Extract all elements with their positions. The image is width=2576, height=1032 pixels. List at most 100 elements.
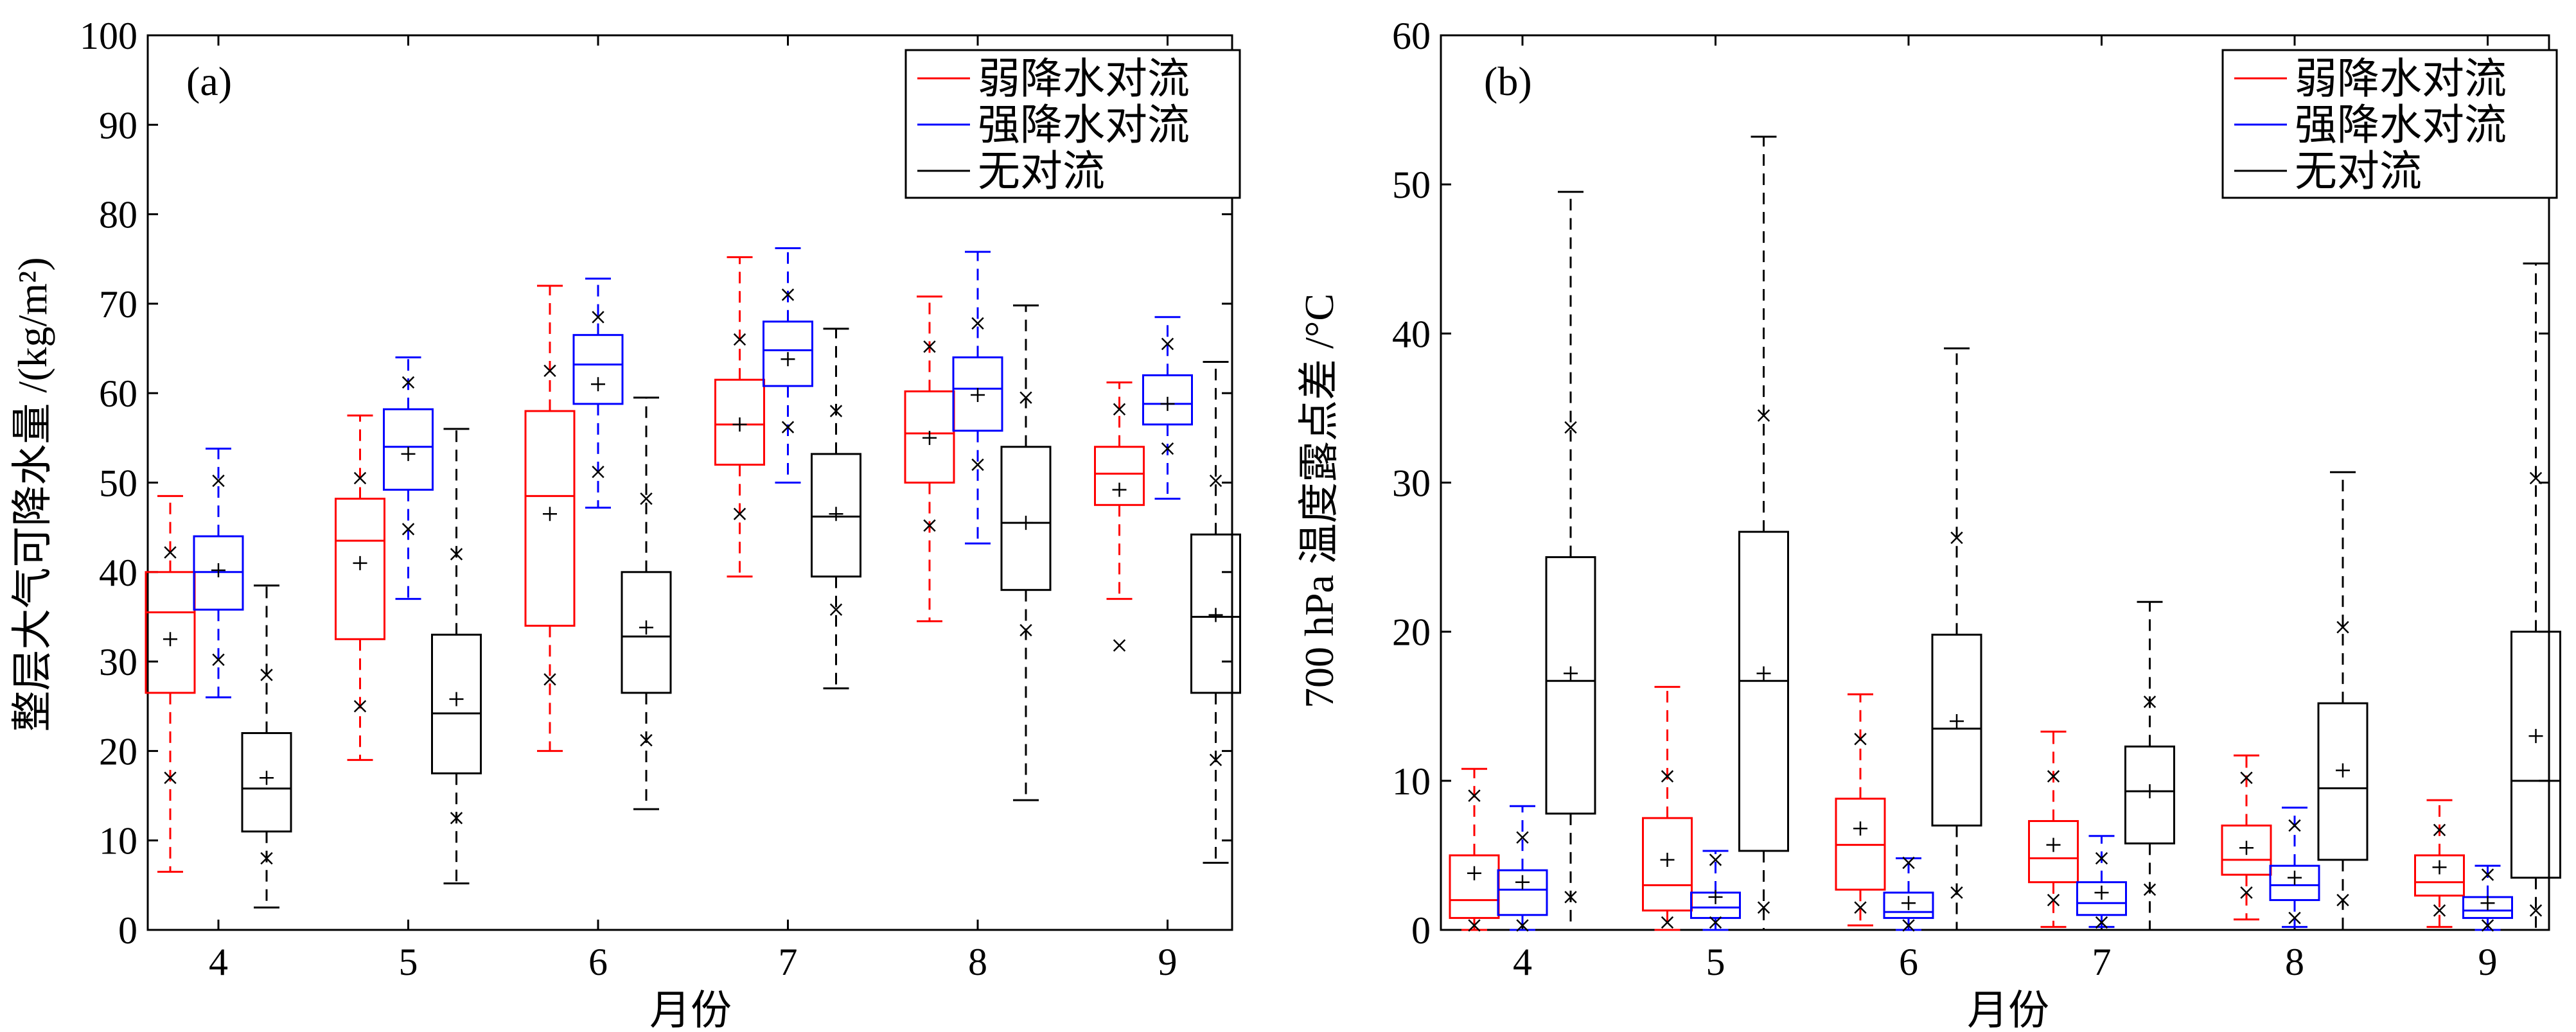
mean-marker <box>2239 841 2254 855</box>
box-none-6 <box>1931 347 1982 931</box>
iqr-box <box>1190 533 1241 694</box>
y-tick-label: 30 <box>99 641 137 683</box>
iqr-box <box>811 453 861 578</box>
iqr-box <box>621 571 672 694</box>
iqr-box <box>1449 854 1500 919</box>
mean-marker <box>2432 860 2447 875</box>
high-percentile-marker <box>401 376 415 389</box>
mean-marker <box>781 352 795 367</box>
panel-label-b: (b) <box>1484 58 1532 104</box>
mean-marker <box>211 563 225 578</box>
low-percentile-marker <box>2047 893 2060 907</box>
high-percentile-marker <box>781 288 795 301</box>
iqr-box <box>2221 824 2272 876</box>
low-percentile-marker <box>1468 919 1481 932</box>
low-percentile-marker <box>260 852 273 865</box>
high-percentile-marker <box>733 333 746 346</box>
low-percentile-marker <box>923 519 936 532</box>
high-percentile-marker <box>2336 621 2349 634</box>
low-percentile-marker <box>2143 883 2157 896</box>
mean-marker <box>732 417 747 432</box>
x-tick-label: 7 <box>779 941 798 983</box>
iqr-box <box>2124 745 2175 844</box>
box-strong-7 <box>763 247 813 484</box>
high-percentile-marker <box>1468 789 1481 802</box>
y-tick-label: 100 <box>80 15 137 57</box>
low-percentile-marker <box>450 812 463 825</box>
legend-label-weak-a: 弱降水对流 <box>978 56 1190 103</box>
low-percentile-marker <box>2433 904 2446 917</box>
x-tick-label: 8 <box>968 941 987 983</box>
box-weak-5 <box>1642 686 1693 931</box>
mean-marker <box>401 446 416 461</box>
mean-marker <box>922 430 937 445</box>
y-tick-label: 90 <box>99 104 137 146</box>
high-percentile-marker <box>1564 421 1577 434</box>
box-weak-4 <box>145 494 196 873</box>
mean-marker <box>591 377 605 392</box>
mean-marker <box>639 620 653 635</box>
box-weak-6 <box>524 284 576 752</box>
y-tick-label: 10 <box>99 820 137 862</box>
box-strong-8 <box>2269 807 2320 928</box>
panel-a: 0 10 20 30 40 50 60 70 80 90 100 4 5 6 7 8 9 (a) 月份 整层大气… <box>10 15 1241 1032</box>
mean-marker <box>1112 482 1127 497</box>
box-strong-5 <box>1690 850 1741 931</box>
low-percentile-marker <box>353 700 367 713</box>
iqr-box <box>763 320 813 387</box>
low-percentile-marker <box>971 458 984 471</box>
mean-marker <box>1853 821 1867 836</box>
x-tick-label: 9 <box>2478 941 2498 983</box>
mean-marker <box>1756 666 1771 681</box>
mean-marker <box>2142 784 2157 799</box>
box-weak-4 <box>1449 767 1500 932</box>
low-percentile-marker <box>1113 639 1126 652</box>
mean-marker <box>1515 875 1530 889</box>
high-percentile-marker <box>1019 391 1032 404</box>
y-axis-label-b: 700 hPa 温度露点差 /°C <box>1296 293 1342 708</box>
iqr-box <box>145 571 196 694</box>
high-percentile-marker <box>1209 475 1222 487</box>
high-percentile-marker <box>1757 409 1770 422</box>
iqr-box <box>2414 854 2465 897</box>
high-percentile-marker <box>1854 733 1867 746</box>
iqr-box <box>335 498 385 640</box>
low-percentile-marker <box>640 733 653 747</box>
high-percentile-marker <box>1113 403 1126 415</box>
mean-marker <box>449 692 464 706</box>
y-tick-label: 30 <box>1392 462 1431 505</box>
iqr-box <box>1094 446 1145 506</box>
x-tick-label: 7 <box>2092 941 2112 983</box>
mean-marker <box>2094 885 2109 900</box>
x-tick-label: 4 <box>1513 941 1532 983</box>
iqr-box <box>572 334 624 405</box>
y-tick-label: 10 <box>1392 760 1431 803</box>
box-weak-9 <box>1094 381 1145 652</box>
low-percentile-marker <box>1661 916 1674 929</box>
iqr-box <box>1000 446 1052 591</box>
panel-b: 0 10 20 30 40 50 60 4 5 6 7 8 9 (b) 月份 700 hPa 温度露点差… <box>1296 15 2561 1032</box>
y-tick-label: 0 <box>118 909 137 952</box>
box-weak-7 <box>2028 730 2079 928</box>
low-percentile-marker <box>1209 753 1222 767</box>
high-percentile-marker <box>1161 337 1174 351</box>
low-percentile-marker <box>2481 919 2494 932</box>
mean-marker <box>2528 729 2543 744</box>
iqr-box <box>904 390 955 484</box>
mean-marker <box>829 507 843 521</box>
plot-area-b: 0 10 20 30 40 50 60 4 5 6 7 8 9 <box>1392 15 2561 983</box>
mean-marker <box>2046 837 2061 852</box>
low-percentile-marker <box>1950 886 1963 899</box>
box-strong-5 <box>383 356 434 600</box>
y-tick-label: 20 <box>99 730 137 773</box>
box-none-7 <box>2124 600 2175 931</box>
box-strong-9 <box>1142 316 1193 500</box>
y-tick-label: 60 <box>1392 15 1431 57</box>
high-percentile-marker <box>260 669 273 681</box>
low-percentile-marker <box>1854 901 1867 914</box>
iqr-box <box>1642 817 1693 912</box>
y-tick-label: 60 <box>99 372 137 415</box>
legend-b: 弱降水对流 强降水对流 无对流 <box>2221 49 2558 199</box>
high-percentile-marker <box>2047 770 2060 783</box>
iqr-box <box>1497 869 1548 916</box>
